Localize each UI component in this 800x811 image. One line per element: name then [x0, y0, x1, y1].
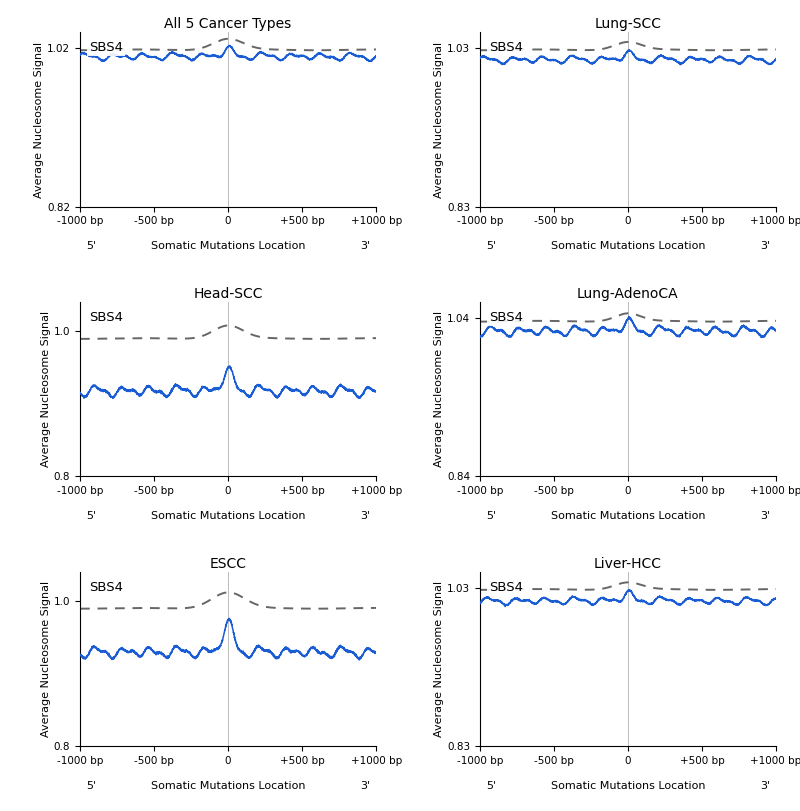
Text: 3': 3' [360, 781, 370, 791]
Text: Somatic Mutations Location: Somatic Mutations Location [550, 781, 705, 791]
Text: 3': 3' [760, 511, 770, 521]
Text: SBS4: SBS4 [489, 311, 522, 324]
Y-axis label: Average Nucleosome Signal: Average Nucleosome Signal [41, 311, 51, 467]
Text: Somatic Mutations Location: Somatic Mutations Location [550, 242, 705, 251]
Text: Somatic Mutations Location: Somatic Mutations Location [550, 511, 705, 521]
Text: SBS4: SBS4 [89, 41, 123, 54]
Title: Lung-AdenoCA: Lung-AdenoCA [577, 287, 678, 301]
Text: 5': 5' [86, 242, 96, 251]
Text: 3': 3' [760, 781, 770, 791]
Text: SBS4: SBS4 [489, 581, 522, 594]
Text: SBS4: SBS4 [89, 311, 123, 324]
Text: 5': 5' [486, 242, 496, 251]
Title: Head-SCC: Head-SCC [194, 287, 263, 301]
Y-axis label: Average Nucleosome Signal: Average Nucleosome Signal [434, 311, 444, 467]
Y-axis label: Average Nucleosome Signal: Average Nucleosome Signal [34, 41, 44, 198]
Title: ESCC: ESCC [210, 557, 246, 571]
Text: Somatic Mutations Location: Somatic Mutations Location [151, 781, 306, 791]
Text: 5': 5' [86, 781, 96, 791]
Text: SBS4: SBS4 [489, 41, 522, 54]
Y-axis label: Average Nucleosome Signal: Average Nucleosome Signal [41, 581, 51, 737]
Text: 5': 5' [486, 781, 496, 791]
Text: Somatic Mutations Location: Somatic Mutations Location [151, 511, 306, 521]
Title: Liver-HCC: Liver-HCC [594, 557, 662, 571]
Text: 5': 5' [486, 511, 496, 521]
Y-axis label: Average Nucleosome Signal: Average Nucleosome Signal [434, 581, 444, 737]
Title: All 5 Cancer Types: All 5 Cancer Types [165, 17, 292, 32]
Text: 3': 3' [360, 511, 370, 521]
Text: SBS4: SBS4 [89, 581, 123, 594]
Text: Somatic Mutations Location: Somatic Mutations Location [151, 242, 306, 251]
Text: 3': 3' [360, 242, 370, 251]
Y-axis label: Average Nucleosome Signal: Average Nucleosome Signal [434, 41, 444, 198]
Text: 3': 3' [760, 242, 770, 251]
Title: Lung-SCC: Lung-SCC [594, 17, 662, 32]
Text: 5': 5' [86, 511, 96, 521]
